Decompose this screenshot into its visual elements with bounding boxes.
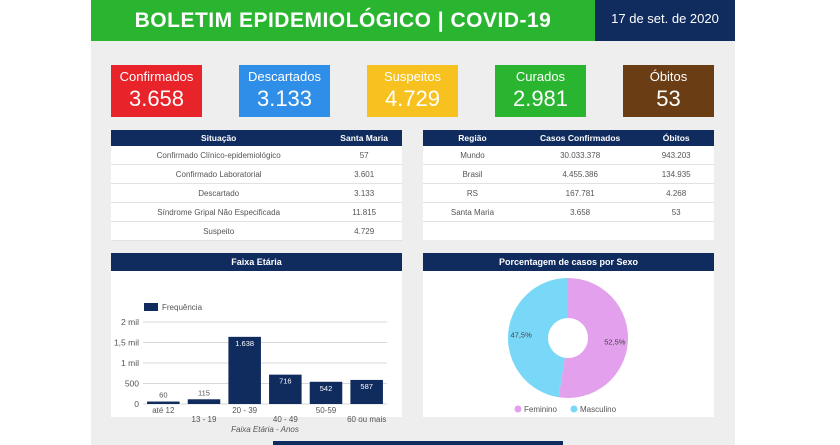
y-tick-label: 1,5 mil — [114, 338, 139, 348]
table-row[interactable]: Confirmado Laboratorial 3.601 — [111, 164, 402, 184]
card-value: 53 — [656, 86, 681, 111]
faixa-etaria-panel: Faixa Etária Frequência 0 500 1 mil 1,5 mil 2… — [111, 253, 402, 434]
table-cell: Confirmado Clínico-epidemiológico — [111, 146, 327, 165]
card-descartados[interactable]: Descartados 3.133 — [239, 65, 330, 117]
situacao-table-panel: Situação Santa Maria Confirmado Clínico-… — [111, 130, 402, 241]
table-row[interactable]: Santa Maria 3.658 53 — [423, 202, 714, 222]
bottom-bar — [273, 441, 563, 445]
bar[interactable] — [228, 336, 261, 404]
bar[interactable] — [309, 381, 343, 404]
card-label: Suspeitos — [383, 69, 442, 84]
situacao-table: Situação Santa Maria Confirmado Clínico-… — [111, 130, 402, 241]
page-title: BOLETIM EPIDEMIOLÓGICO | COVID-19 — [91, 0, 595, 41]
column-header[interactable]: Casos Confirmados — [521, 130, 639, 146]
x-tick-label: 13 - 19 — [192, 415, 217, 424]
legend-label[interactable]: Frequência — [162, 303, 203, 312]
table-cell: 167.781 — [521, 183, 639, 203]
table-cell: 4.268 — [638, 183, 714, 203]
data-label: 60 — [159, 391, 167, 400]
y-tick-label: 2 mil — [121, 317, 139, 327]
table-cell: 943.203 — [638, 146, 714, 165]
card-label: Curados — [515, 69, 566, 84]
x-tick-label: 20 - 39 — [232, 406, 257, 415]
panel-title: Faixa Etária — [111, 253, 402, 271]
table-cell: 3.601 — [326, 164, 402, 184]
legend-swatch — [144, 303, 158, 311]
bar[interactable] — [269, 374, 302, 404]
table-cell: Descartado — [111, 183, 327, 203]
sexo-donut-chart: 52,5% 47,5% Feminino Masculino — [507, 278, 628, 414]
pie-slice[interactable] — [558, 278, 628, 398]
faixa-etaria-chart: Frequência 0 500 1 mil 1,5 mil 2 mil 60 até 12 1… — [114, 303, 387, 434]
legend-swatch — [514, 405, 522, 413]
panel-title: Porcentagem de casos por Sexo — [423, 253, 714, 271]
data-label: 587 — [360, 382, 373, 391]
table-row[interactable]: Brasil 4.455.386 134.935 — [423, 164, 714, 184]
report-date: 17 de set. de 2020 — [595, 0, 735, 41]
legend-label[interactable]: Feminino — [524, 405, 557, 414]
column-header[interactable]: Situação — [111, 130, 327, 146]
table-cell: 134.935 — [638, 164, 714, 184]
data-label: 542 — [320, 384, 333, 393]
card-curados[interactable]: Curados 2.981 — [495, 65, 586, 117]
column-header[interactable]: Santa Maria — [326, 130, 402, 146]
x-tick-label: 40 - 49 — [273, 415, 298, 424]
card-value: 3.133 — [256, 86, 313, 111]
card-confirmados[interactable]: Confirmados 3.658 — [111, 65, 202, 117]
slice-label: 52,5% — [604, 338, 626, 347]
regiao-table-panel: Região Casos Confirmados Óbitos Mundo 30… — [423, 130, 714, 240]
table-cell: 30.033.378 — [521, 146, 639, 165]
table-cell: 57 — [326, 146, 402, 165]
x-tick-label: 60 ou mais — [347, 415, 386, 424]
table-row[interactable]: Mundo 30.033.378 943.203 — [423, 146, 714, 165]
card-value: 3.658 — [128, 86, 185, 111]
table-row[interactable]: Descartado 3.133 — [111, 183, 402, 203]
legend-swatch — [570, 405, 578, 413]
column-header[interactable]: Óbitos — [638, 130, 714, 146]
y-tick-label: 1 mil — [121, 358, 139, 368]
regiao-table: Região Casos Confirmados Óbitos Mundo 30… — [423, 130, 714, 222]
bar[interactable] — [187, 399, 221, 404]
x-tick-label: 50-59 — [316, 406, 337, 415]
y-tick-label: 500 — [125, 379, 139, 389]
data-label: 115 — [198, 388, 210, 397]
sexo-panel: Porcentagem de casos por Sexo 52,5% 47,5%… — [423, 253, 714, 417]
card-value: 4.729 — [384, 86, 441, 111]
card-obitos[interactable]: Óbitos 53 — [623, 65, 714, 117]
table-cell: 11.815 — [326, 202, 402, 222]
table-cell: Suspeito — [111, 221, 327, 241]
card-value: 2.981 — [512, 86, 569, 111]
data-label: 1.638 — [235, 339, 254, 348]
column-header[interactable]: Região — [423, 130, 522, 146]
card-label: Confirmados — [119, 69, 194, 84]
table-cell: 53 — [638, 202, 714, 222]
card-suspeitos[interactable]: Suspeitos 4.729 — [367, 65, 458, 117]
table-row[interactable]: Suspeito 4.729 — [111, 221, 402, 241]
table-cell: Confirmado Laboratorial — [111, 164, 327, 184]
x-tick-label: até 12 — [152, 406, 175, 415]
table-cell: RS — [423, 183, 522, 203]
card-label: Descartados — [248, 69, 321, 84]
bar[interactable] — [350, 379, 383, 404]
table-cell: 4.455.386 — [521, 164, 639, 184]
legend-label[interactable]: Masculino — [580, 405, 617, 414]
table-cell: 3.133 — [326, 183, 402, 203]
table-cell: Síndrome Gripal Não Especificada — [111, 202, 327, 222]
bar[interactable] — [147, 401, 180, 404]
y-tick-label: 0 — [134, 399, 139, 409]
slice-label: 47,5% — [511, 330, 533, 339]
table-row[interactable]: Confirmado Clínico-epidemiológico 57 — [111, 146, 402, 165]
pie-slice[interactable] — [507, 278, 568, 398]
table-row[interactable]: RS 167.781 4.268 — [423, 183, 714, 203]
data-label: 716 — [279, 377, 292, 386]
table-cell: 3.658 — [521, 202, 639, 222]
table-row[interactable]: Síndrome Gripal Não Especificada 11.815 — [111, 202, 402, 222]
x-axis-title: Faixa Etária - Anos — [231, 425, 299, 434]
table-cell: Santa Maria — [423, 202, 522, 222]
card-label: Óbitos — [649, 69, 688, 84]
table-cell: Mundo — [423, 146, 522, 165]
table-cell: Brasil — [423, 164, 522, 184]
table-cell: 4.729 — [326, 221, 402, 241]
